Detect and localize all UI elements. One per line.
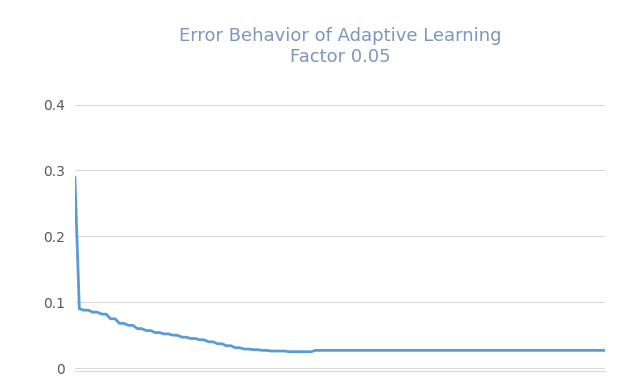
Title: Error Behavior of Adaptive Learning
Factor 0.05: Error Behavior of Adaptive Learning Fact… xyxy=(179,27,501,66)
